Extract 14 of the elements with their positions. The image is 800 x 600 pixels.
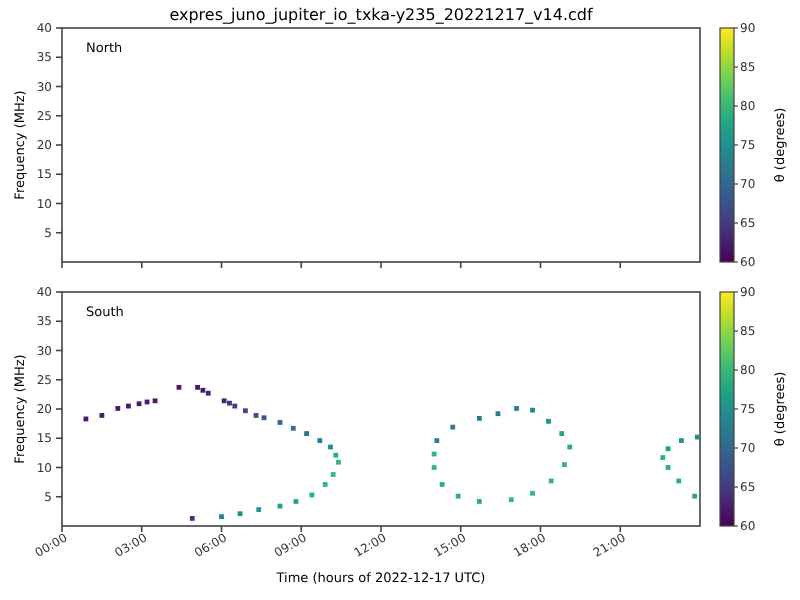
point [508,497,514,503]
point [333,452,339,458]
point [237,511,243,517]
point [665,446,671,452]
point [189,515,195,521]
point [450,424,456,430]
point [256,507,262,513]
chart-title: expres_juno_jupiter_io_txka-y235_20221217_v14.cdf [169,6,593,24]
point [200,387,206,393]
point [205,390,211,396]
point [290,425,296,431]
point [221,398,227,404]
point [476,415,482,421]
point [692,493,698,499]
